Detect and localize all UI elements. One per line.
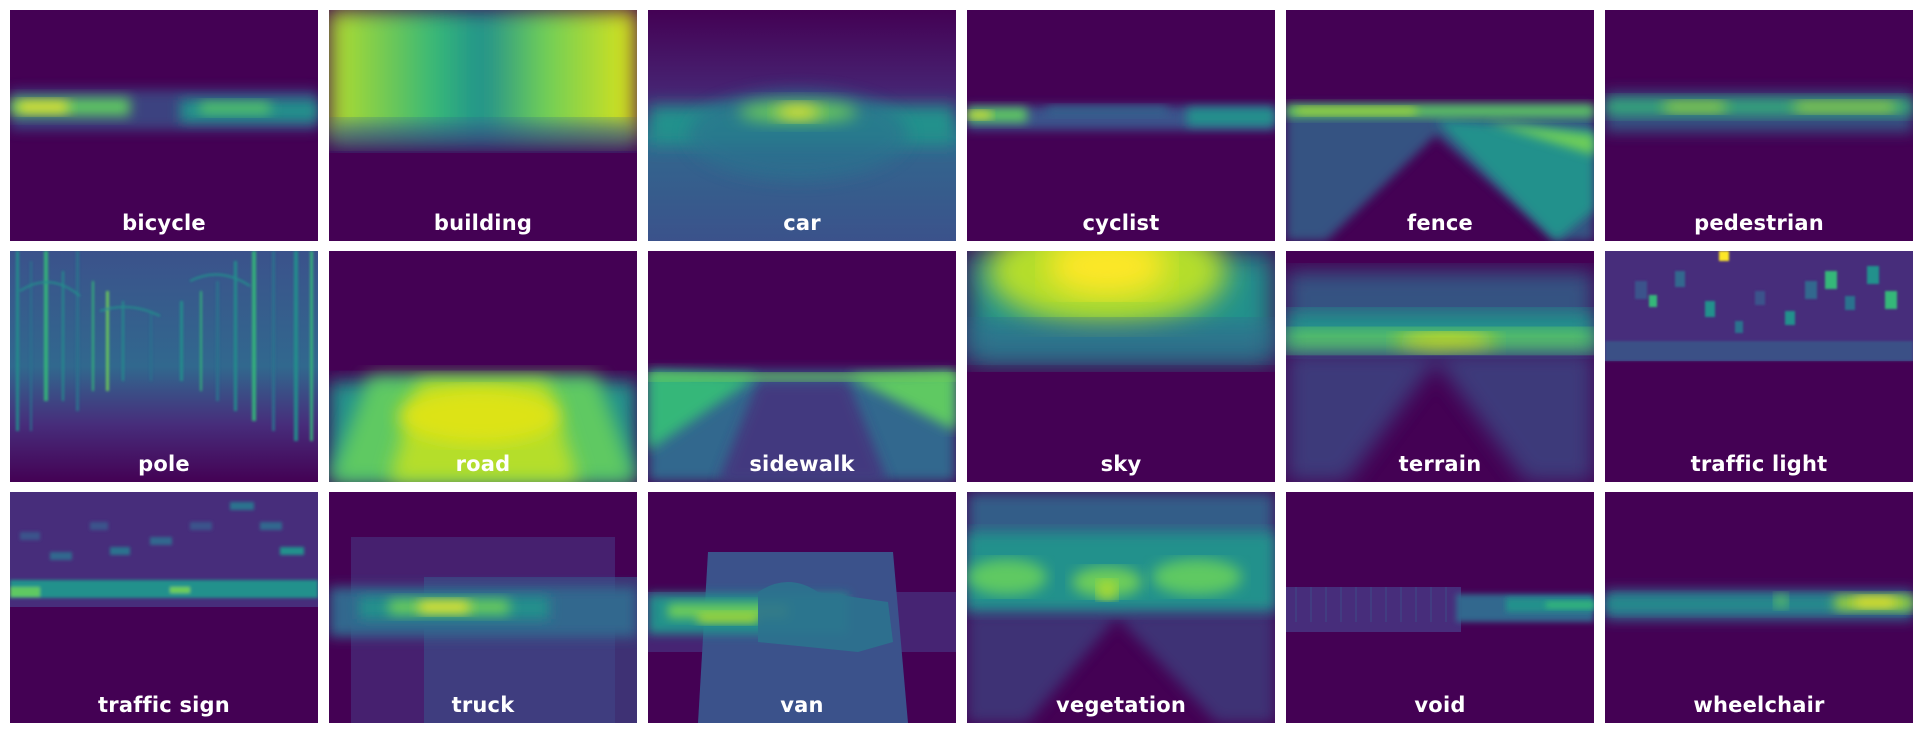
tile-label: sky (1100, 452, 1142, 476)
tile-label: terrain (1398, 452, 1482, 476)
heatmap-tile-traffic-sign: traffic sign (10, 492, 318, 723)
heatmap-image-sky (967, 251, 1275, 482)
heatmap-tile-building: building (329, 10, 637, 241)
tile-label: truck (451, 693, 515, 717)
heatmap-tile-car: car (648, 10, 956, 241)
heatmap-tile-truck: truck (329, 492, 637, 723)
heatmap-tile-traffic-light: traffic light (1605, 251, 1913, 482)
heatmap-image-fence (1286, 10, 1594, 241)
heatmap-image-road (329, 251, 637, 482)
heatmap-tile-cyclist: cyclist (967, 10, 1275, 241)
heatmap-image-sidewalk (648, 251, 956, 482)
heatmap-tile-pedestrian: pedestrian (1605, 10, 1913, 241)
tile-label: van (780, 693, 824, 717)
tile-label: wheelchair (1693, 693, 1825, 717)
heatmap-tile-wheelchair: wheelchair (1605, 492, 1913, 723)
heatmap-image-pedestrian (1605, 10, 1913, 241)
tile-label: traffic sign (98, 693, 230, 717)
tile-label: car (783, 211, 821, 235)
heatmap-image-vegetation (967, 492, 1275, 723)
heatmap-tile-vegetation: vegetation (967, 492, 1275, 723)
tile-label: vegetation (1055, 693, 1187, 717)
heatmap-image-wheelchair (1605, 492, 1913, 723)
heatmap-image-bicycle (10, 10, 318, 241)
heatmap-tile-pole: pole (10, 251, 318, 482)
heatmap-tile-fence: fence (1286, 10, 1594, 241)
heatmap-image-traffic-sign (10, 492, 318, 723)
heatmap-tile-void: void (1286, 492, 1594, 723)
heatmap-image-void (1286, 492, 1594, 723)
heatmap-tile-sky: sky (967, 251, 1275, 482)
heatmap-image-pole (10, 251, 318, 482)
heatmap-image-terrain (1286, 251, 1594, 482)
tile-label: building (433, 211, 533, 235)
heatmap-tile-road: road (329, 251, 637, 482)
heatmap-image-truck (329, 492, 637, 723)
tile-label: pole (138, 452, 190, 476)
tile-label: traffic light (1690, 452, 1828, 476)
heatmap-image-traffic-light (1605, 251, 1913, 482)
tile-label: fence (1406, 211, 1474, 235)
tile-label: bicycle (122, 211, 206, 235)
heatmap-tile-bicycle: bicycle (10, 10, 318, 241)
heatmap-tile-terrain: terrain (1286, 251, 1594, 482)
heatmap-image-cyclist (967, 10, 1275, 241)
heatmap-image-car (648, 10, 956, 241)
heatmap-grid: bicycle building (10, 10, 1913, 723)
heatmap-tile-sidewalk: sidewalk (648, 251, 956, 482)
heatmap-image-van (648, 492, 956, 723)
tile-label: void (1414, 693, 1466, 717)
heatmap-tile-van: van (648, 492, 956, 723)
tile-label: pedestrian (1694, 211, 1824, 235)
tile-label: cyclist (1082, 211, 1160, 235)
heatmap-image-building (329, 10, 637, 241)
tile-label: sidewalk (749, 452, 855, 476)
tile-label: road (455, 452, 511, 476)
